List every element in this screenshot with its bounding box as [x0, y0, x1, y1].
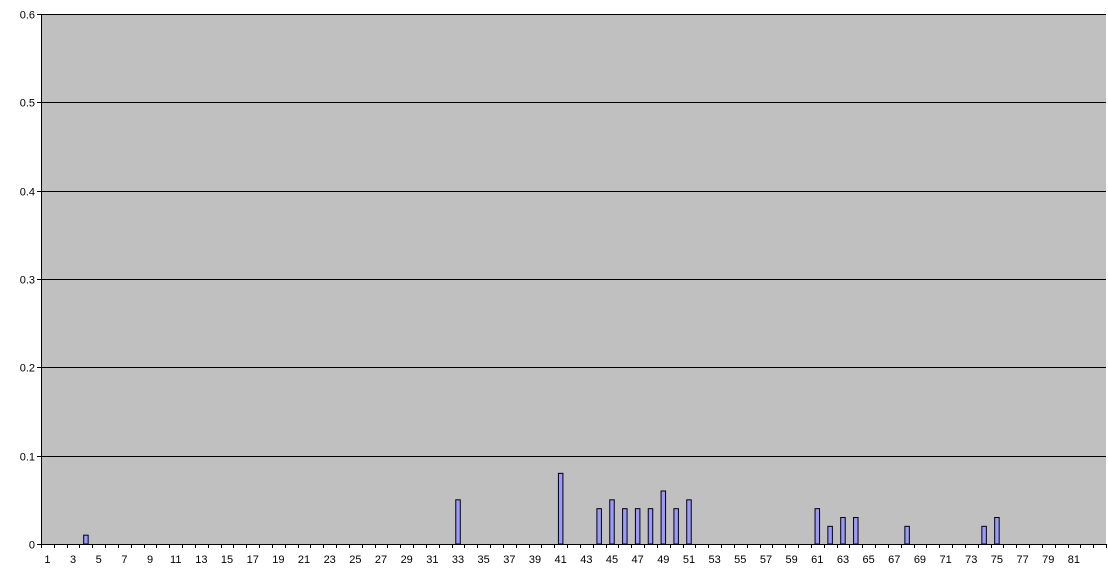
bar [904, 525, 910, 545]
x-tick-label: 23 [324, 554, 336, 566]
bar [634, 508, 641, 545]
y-tick-label: 0.1 [20, 452, 35, 464]
x-tick-label: 25 [349, 554, 361, 566]
x-tick-label: 41 [555, 554, 567, 566]
x-tick-label: 63 [837, 554, 849, 566]
x-tick-label: 67 [888, 554, 900, 566]
bar [814, 508, 821, 545]
x-tick-label: 33 [452, 554, 464, 566]
gridlines [41, 14, 1106, 457]
bar [660, 490, 667, 545]
y-tick-label: 0.6 [20, 10, 35, 22]
x-tick-label: 81 [1068, 554, 1080, 566]
x-tick-label: 27 [375, 554, 387, 566]
x-tick-label: 49 [657, 554, 669, 566]
y-tick-label: 0.5 [20, 98, 35, 110]
bar [596, 508, 602, 545]
x-tick-label: 11 [170, 554, 181, 566]
x-tick-label: 53 [709, 554, 721, 566]
x-tick-label: 31 [426, 554, 438, 566]
bar [994, 517, 1000, 545]
x-tick-label: 37 [503, 554, 515, 566]
bar [673, 508, 679, 545]
x-tick-label: 77 [1016, 554, 1028, 566]
x-tick-label: 71 [939, 554, 951, 566]
bar [83, 534, 89, 545]
x-tick-label: 57 [760, 554, 772, 566]
x-tick-label: 1 [44, 554, 50, 566]
x-tick-label: 35 [478, 554, 490, 566]
x-tick-label: 73 [965, 554, 977, 566]
x-tick-label: 47 [632, 554, 644, 566]
y-tick-label: 0.2 [20, 363, 35, 375]
y-tick-label: 0.4 [20, 187, 35, 199]
bar [853, 517, 859, 545]
y-tick-label: 0.3 [20, 275, 35, 287]
y-axis-tick-labels: 0 0.1 0.2 0.3 0.4 0.5 0.6 [20, 10, 35, 552]
x-tick-label: 79 [1042, 554, 1054, 566]
bar [827, 525, 833, 545]
bar [609, 499, 615, 545]
x-tick-label: 13 [195, 554, 207, 566]
x-tick-label: 7 [121, 554, 127, 566]
bar [647, 508, 654, 545]
x-tick-label: 17 [247, 554, 259, 566]
bar [557, 472, 564, 545]
x-tick-label: 55 [734, 554, 746, 566]
bar [455, 499, 461, 545]
x-tick-label: 65 [862, 554, 874, 566]
x-tick-label: 15 [221, 554, 233, 566]
x-tick-label: 9 [147, 554, 153, 566]
x-tick-label: 69 [914, 554, 926, 566]
x-tick-label: 29 [401, 554, 413, 566]
y-tick-label: 0 [29, 540, 35, 552]
axes [37, 14, 1107, 548]
x-tick-label: 51 [683, 554, 695, 566]
x-tick-label: 3 [70, 554, 76, 566]
x-tick-label: 61 [811, 554, 823, 566]
x-tick-label: 75 [991, 554, 1003, 566]
bar [981, 525, 987, 545]
x-tick-label: 19 [272, 554, 284, 566]
x-tick-label: 43 [580, 554, 592, 566]
x-tick-label: 59 [786, 554, 798, 566]
bar [622, 508, 628, 545]
x-tick-label: 39 [529, 554, 541, 566]
bar [840, 517, 846, 545]
x-axis-tick-labels: 1 3 5 7 9 11 13 15 17 19 21 23 25 27 29 31 33 35 37 39 41 43 4… [44, 554, 1080, 566]
x-tick-label: 5 [96, 554, 102, 566]
x-tick-label: 21 [298, 554, 310, 566]
x-tick-label: 45 [606, 554, 618, 566]
bar [686, 499, 692, 545]
